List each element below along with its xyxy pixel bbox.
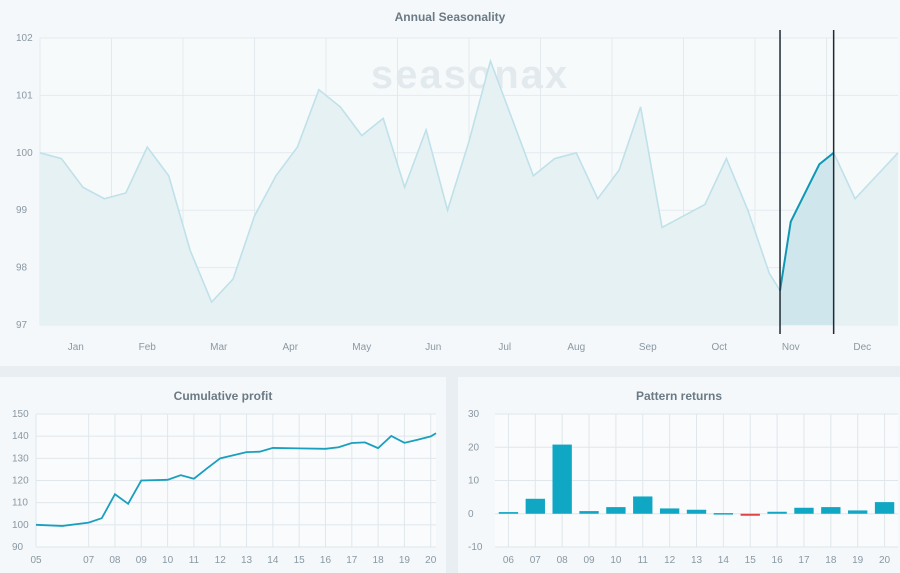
y-tick-label: 90	[12, 542, 24, 553]
y-tick-label: 97	[16, 320, 28, 331]
pattern-return-bar	[821, 507, 841, 514]
x-tick-label: 09	[136, 555, 148, 566]
seasonality-area	[40, 60, 898, 326]
pattern-return-bar	[713, 513, 734, 515]
x-tick-label: 11	[638, 555, 649, 566]
month-label: Sep	[639, 342, 657, 353]
x-tick-label: 13	[691, 555, 703, 566]
cumulative-profit-panel: Cumulative profit 90 100 110 120 130 140 150 05…	[0, 377, 446, 573]
y-tick-label: 102	[16, 33, 33, 44]
month-label: Aug	[567, 342, 585, 353]
x-tick-label: 11	[189, 555, 200, 566]
cumulative-profit-line	[35, 432, 437, 527]
month-label: Apr	[282, 342, 298, 353]
pattern-return-bar	[767, 511, 787, 514]
y-tick-label: 140	[12, 431, 29, 442]
x-tick-label: 09	[583, 555, 595, 566]
x-tick-label: 08	[109, 555, 121, 566]
pattern-return-bar	[686, 509, 707, 514]
y-tick-label: 120	[12, 476, 29, 487]
x-tick-label: 19	[852, 555, 864, 566]
x-tick-label: 17	[346, 555, 358, 566]
pattern-return-bar	[848, 510, 868, 514]
annual-seasonality-chart: Jan Feb Mar Apr May Jun Jul Aug Sep Oct Nov Dec 97 98…	[16, 30, 899, 353]
month-label: May	[352, 342, 371, 353]
y-tick-label: 100	[16, 148, 33, 159]
pattern-return-bar	[552, 444, 572, 514]
x-tick-label: 08	[557, 555, 569, 566]
x-tick-label: 16	[320, 555, 332, 566]
y-tick-label: 0	[468, 509, 474, 520]
highlight-area	[780, 152, 834, 325]
month-label: Dec	[853, 342, 871, 353]
pattern-return-bar	[740, 513, 760, 516]
x-tick-label: 12	[664, 555, 676, 566]
x-tick-label: 16	[772, 555, 784, 566]
y-tick-label: 110	[12, 498, 28, 509]
y-tick-label: 100	[12, 520, 29, 531]
pattern-return-bar	[498, 512, 519, 514]
y-tick-label: 150	[12, 409, 29, 420]
y-tick-label: -10	[468, 542, 483, 553]
y-tick-label: 130	[12, 453, 29, 464]
x-tick-label: 13	[241, 555, 253, 566]
x-tick-label: 07	[83, 555, 95, 566]
x-tick-label: 17	[798, 555, 810, 566]
y-tick-label: 10	[468, 476, 480, 487]
x-tick-label: 18	[373, 555, 385, 566]
x-tick-label: 19	[399, 555, 411, 566]
cumulative-profit-chart: 90 100 110 120 130 140 150 05 07 08 09 10 11 12 13 14 15…	[12, 409, 437, 566]
y-tick-label: 30	[468, 409, 480, 420]
x-tick-label: 06	[503, 555, 515, 566]
x-tick-label: 14	[718, 555, 730, 566]
pattern-return-bar	[794, 507, 814, 514]
y-tick-label: 99	[16, 205, 28, 216]
pattern-returns-title: Pattern returns	[635, 389, 723, 403]
pattern-return-bar	[874, 502, 895, 514]
x-tick-label: 18	[825, 555, 837, 566]
month-label: Feb	[139, 342, 157, 353]
annual-seasonality-panel: Annual Seasonality Jan Feb Mar Apr May Jun Jul…	[0, 0, 900, 366]
y-tick-label: 101	[16, 90, 33, 101]
x-tick-label: 20	[425, 555, 437, 566]
pattern-return-bar	[525, 498, 545, 514]
x-tick-label: 10	[610, 555, 622, 566]
month-label: Jun	[425, 342, 441, 353]
y-tick-label: 20	[468, 442, 480, 453]
x-tick-label: 10	[162, 555, 174, 566]
annual-seasonality-title: Annual Seasonality	[394, 10, 506, 24]
x-tick-label: 05	[30, 555, 42, 566]
pattern-return-bar	[579, 511, 599, 514]
x-tick-label: 14	[267, 555, 279, 566]
highlight-line	[779, 152, 835, 291]
x-tick-label: 15	[294, 555, 306, 566]
x-tick-label: 07	[530, 555, 542, 566]
x-tick-label: 15	[745, 555, 757, 566]
y-tick-label: 98	[16, 263, 28, 274]
month-label: Nov	[782, 342, 800, 353]
pattern-return-bar	[633, 496, 653, 514]
month-label: Mar	[210, 342, 228, 353]
pattern-returns-panel: Pattern returns -10 0 10 20 30 06 07 08 09 10 11 12…	[458, 377, 900, 573]
cumulative-profit-title: Cumulative profit	[173, 389, 273, 403]
x-tick-label: 12	[215, 555, 227, 566]
watermark: seasonax	[371, 53, 569, 97]
pattern-return-bar	[659, 508, 680, 514]
pattern-returns-chart: -10 0 10 20 30 06 07 08 09 10 11 12 13 14 15 16 17 18 19 20	[468, 409, 898, 566]
pattern-return-bar	[606, 507, 626, 514]
month-label: Oct	[711, 342, 727, 353]
x-tick-label: 20	[879, 555, 891, 566]
month-label: Jan	[68, 342, 84, 353]
month-label: Jul	[498, 342, 511, 353]
